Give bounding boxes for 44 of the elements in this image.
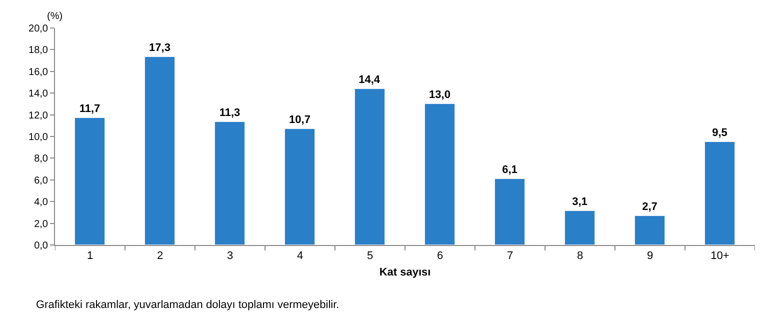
y-tick-label: 20,0 xyxy=(28,24,48,34)
data-label: 9,5 xyxy=(712,126,728,139)
x-tick-label: 10+ xyxy=(710,250,730,262)
bar xyxy=(284,128,315,245)
y-tick-label: 10,0 xyxy=(28,132,48,143)
text: Grafikteki rakamlar, yuvarlamadan dolayı toplamı vermeyebilir. xyxy=(36,299,340,311)
bar xyxy=(354,88,385,245)
data-label: 3,1 xyxy=(572,196,588,208)
x-tick-label: 5 xyxy=(366,250,374,262)
y-tick-label: 0,0 xyxy=(34,240,48,252)
data-label: 11,3 xyxy=(219,106,240,119)
x-tick-label: 7 xyxy=(506,250,514,262)
bar xyxy=(494,178,525,245)
y-tick-label: 12,0 xyxy=(28,110,48,122)
bar xyxy=(704,142,735,245)
x-tick-label: 3 xyxy=(226,250,234,262)
data-label: 14,4 xyxy=(358,74,381,86)
y-axis-title: (%) xyxy=(47,11,63,22)
data-label: 10,7 xyxy=(289,114,310,126)
x-tick-label: 6 xyxy=(436,250,444,262)
data-label: 11,7 xyxy=(79,102,100,115)
x-tick-label: 1 xyxy=(86,250,94,262)
y-tick-label: 6,0 xyxy=(34,175,48,186)
y-tick-label: 4,0 xyxy=(34,197,48,208)
bar xyxy=(214,122,245,245)
y-tick-label: 8,0 xyxy=(34,154,48,165)
data-label: 2,7 xyxy=(642,200,658,213)
y-tick-label: 18,0 xyxy=(28,45,48,56)
data-label: 6,1 xyxy=(502,164,518,176)
x-tick-label: 8 xyxy=(576,250,584,262)
y-tick-label: 16,0 xyxy=(28,66,48,78)
bar xyxy=(424,104,455,245)
data-label: 13,0 xyxy=(429,88,450,101)
x-tick-label: 4 xyxy=(296,250,304,262)
x-axis-title: Kat sayısı xyxy=(379,266,431,278)
data-label: 17,3 xyxy=(149,42,170,54)
bar xyxy=(74,118,105,245)
x-tick-label: 2 xyxy=(156,250,164,262)
y-tick-label: 2,0 xyxy=(34,218,48,230)
x-tick-label: 9 xyxy=(646,250,654,262)
y-tick-label: 14,0 xyxy=(28,88,48,100)
bar xyxy=(144,56,175,245)
bar xyxy=(634,216,665,245)
bar xyxy=(564,210,595,245)
